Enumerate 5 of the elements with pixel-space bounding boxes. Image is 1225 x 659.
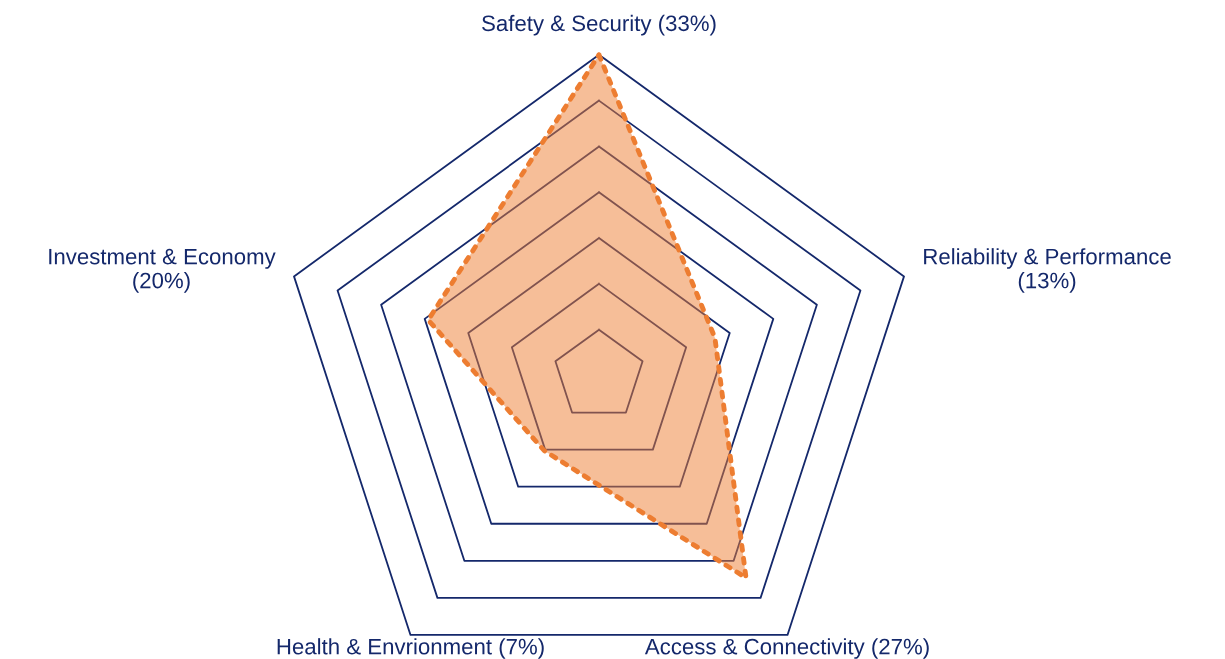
spoke-label: Safety & Security (33%) (482, 14, 716, 36)
spoke-label: Reliability & Performance (13%) (924, 248, 1171, 293)
spoke-label: Investment & Economy (20%) (49, 248, 276, 293)
spoke-label: Access & Connectivity (27%) (644, 638, 929, 659)
spoke-label: Health & Envrionment (7%) (277, 638, 544, 659)
